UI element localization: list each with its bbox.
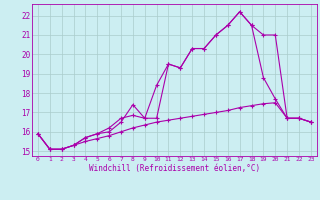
X-axis label: Windchill (Refroidissement éolien,°C): Windchill (Refroidissement éolien,°C) <box>89 164 260 173</box>
